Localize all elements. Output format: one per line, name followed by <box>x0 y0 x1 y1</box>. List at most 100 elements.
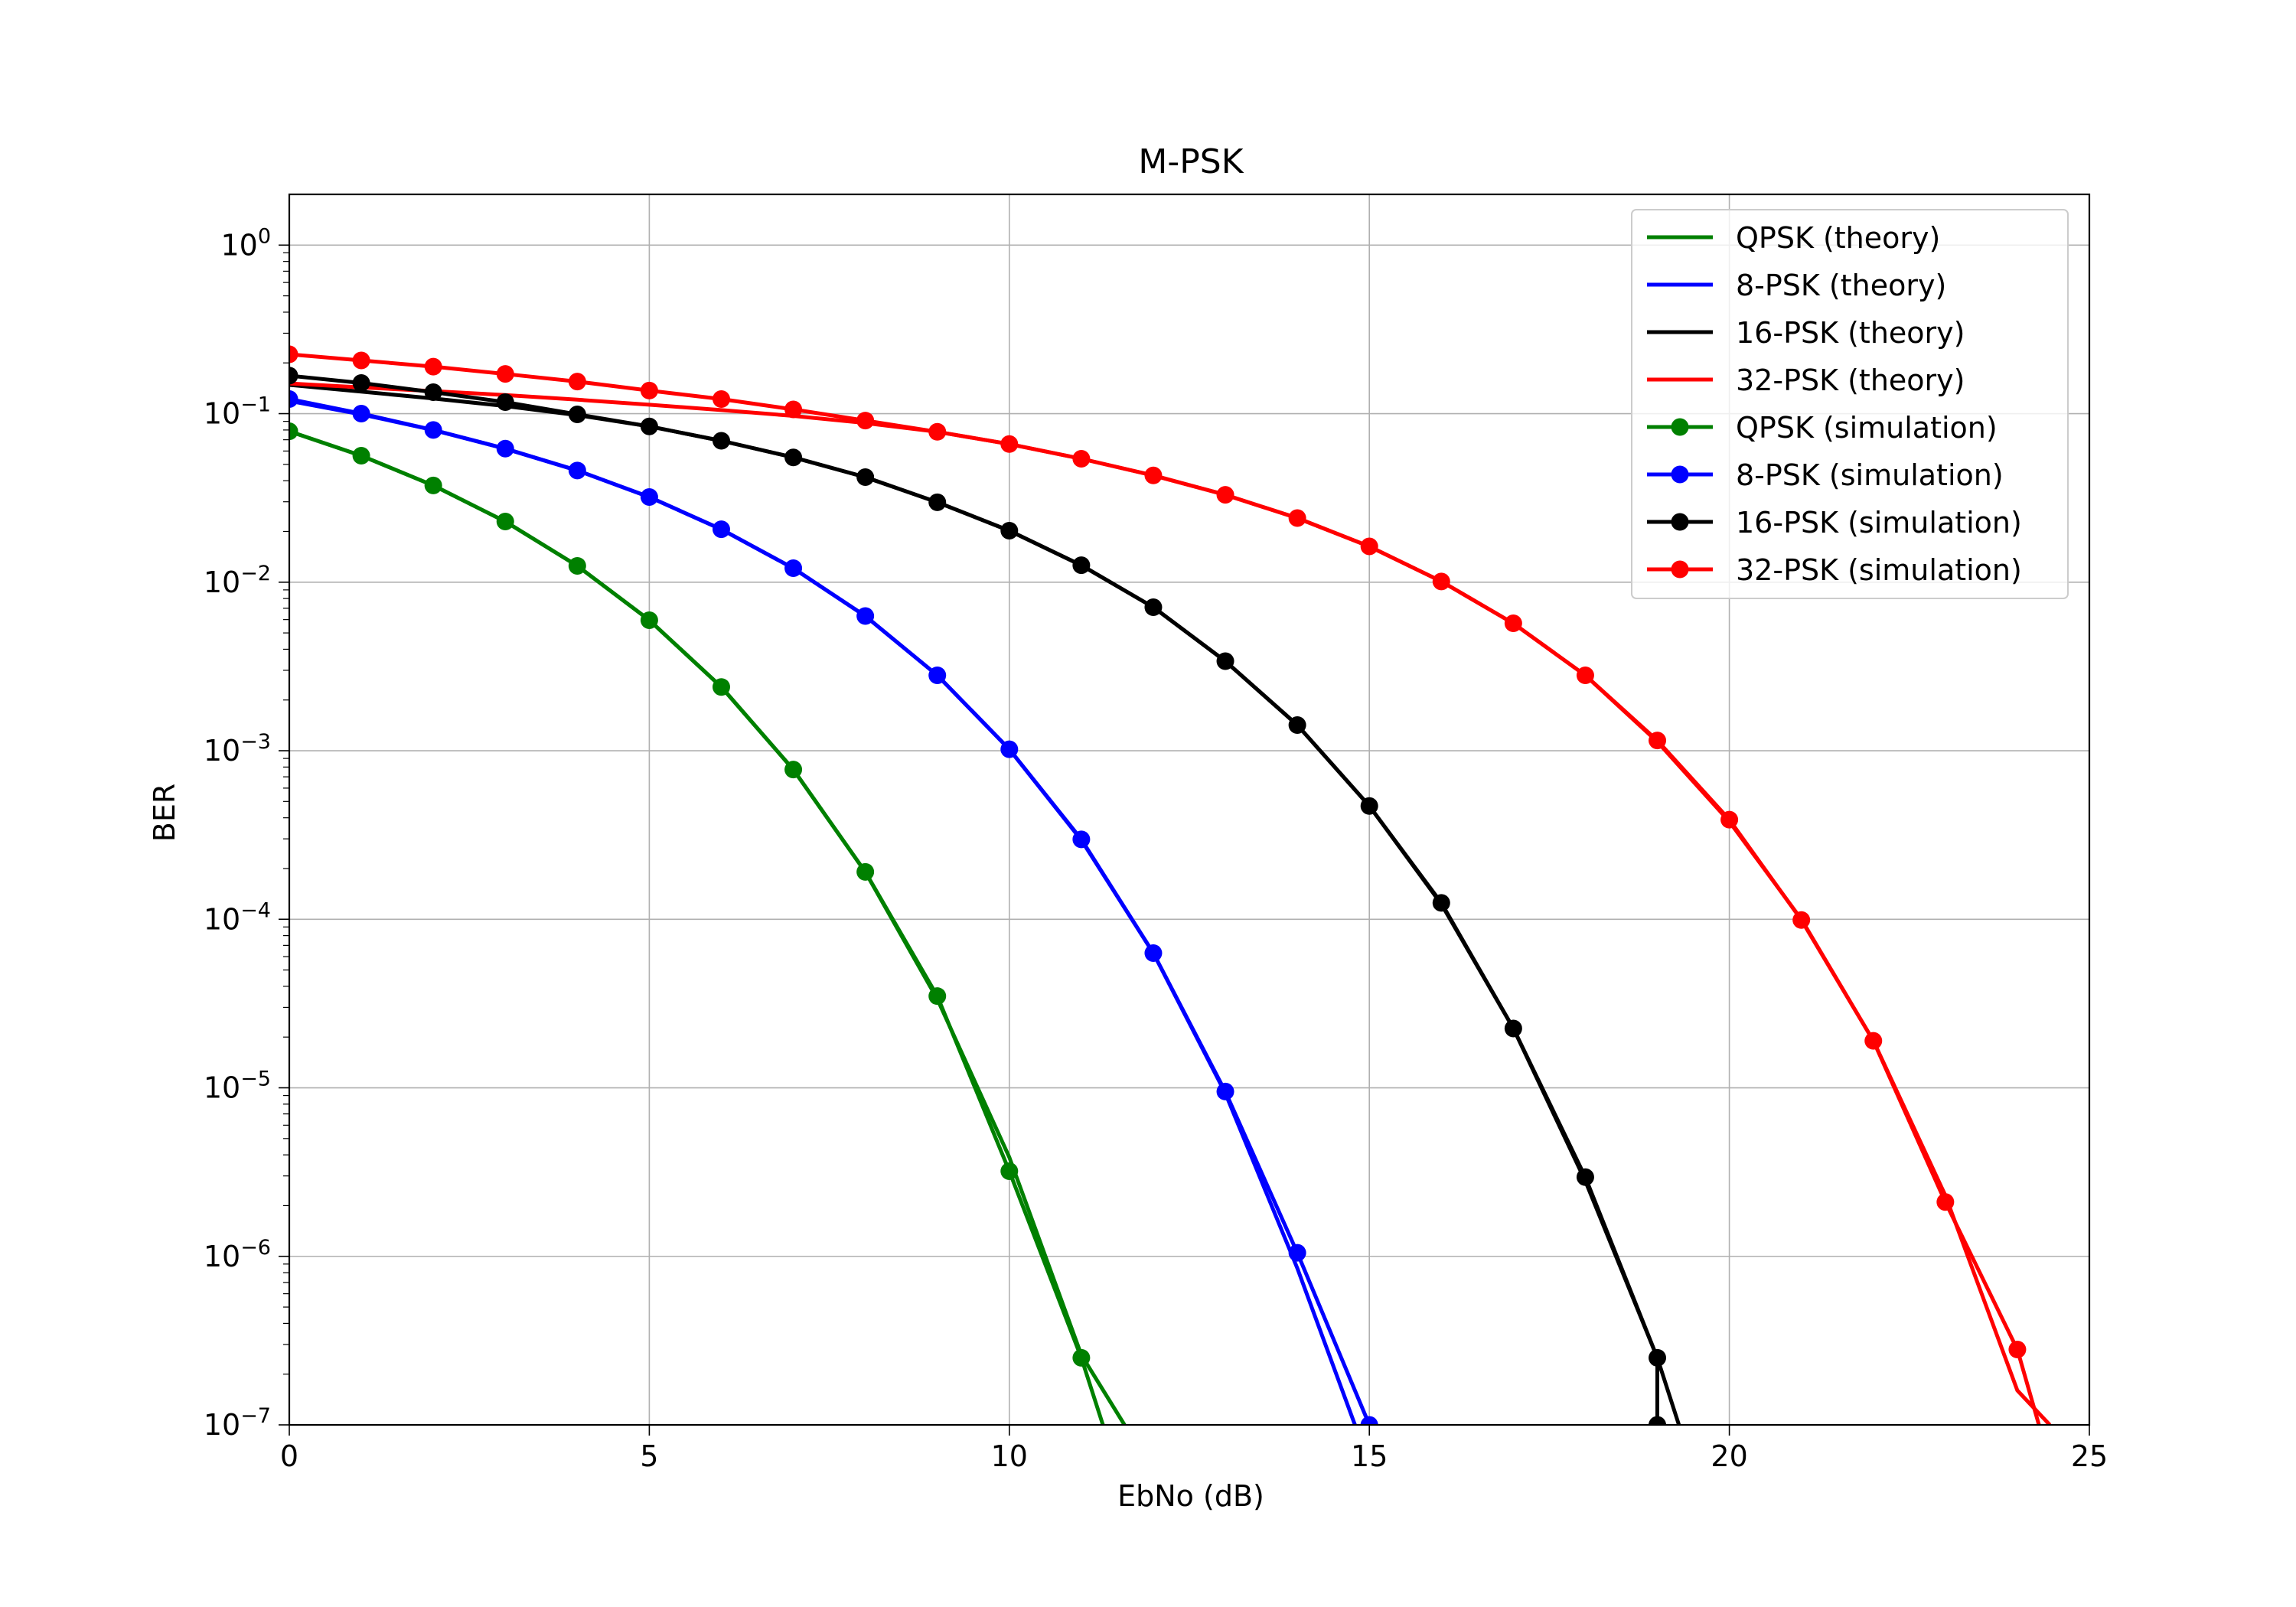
data-point <box>1649 1416 1667 1425</box>
data-point <box>928 493 947 511</box>
data-point <box>1288 509 1306 527</box>
data-point <box>1360 797 1378 815</box>
legend-marker <box>1671 465 1689 484</box>
data-point <box>424 383 442 402</box>
data-point <box>568 461 586 480</box>
data-point <box>640 611 658 629</box>
data-point <box>1792 911 1811 929</box>
data-point <box>1576 667 1594 685</box>
data-point <box>1288 1244 1306 1262</box>
legend-label: 32-PSK (simulation) <box>1736 553 2022 587</box>
legend-box <box>1631 209 2069 599</box>
legend-label: 8-PSK (theory) <box>1736 269 1946 302</box>
axes-frame <box>288 193 2091 1426</box>
data-point <box>784 559 803 578</box>
legend-label: 16-PSK (theory) <box>1736 316 1965 350</box>
data-point <box>1000 740 1019 758</box>
data-point <box>856 468 875 487</box>
legend-label: QPSK (theory) <box>1736 221 1940 255</box>
data-point <box>1072 1348 1091 1367</box>
data-point <box>289 422 298 441</box>
chart-title: M-PSK <box>1138 142 1244 181</box>
data-point <box>1000 1162 1019 1181</box>
x-tick-label: 5 <box>640 1439 658 1473</box>
data-point <box>1432 894 1450 912</box>
data-point <box>1144 944 1163 962</box>
data-point <box>1720 810 1739 829</box>
data-point <box>1072 556 1091 575</box>
data-point <box>289 390 298 409</box>
data-point <box>1649 732 1667 750</box>
data-point <box>1216 652 1234 670</box>
data-point <box>424 357 442 376</box>
y-tick-exponent: −7 <box>240 1404 271 1428</box>
data-point <box>640 488 658 507</box>
data-point <box>352 373 370 392</box>
data-point <box>712 520 730 539</box>
data-point <box>496 439 514 458</box>
data-point <box>856 412 875 430</box>
data-point <box>1216 1082 1234 1100</box>
data-point <box>1000 522 1019 540</box>
data-point <box>1072 830 1091 849</box>
x-axis-label: EbNo (dB) <box>1117 1479 1264 1513</box>
data-point <box>352 405 370 423</box>
data-point <box>640 381 658 399</box>
data-point <box>496 365 514 383</box>
data-point <box>784 761 803 779</box>
plot-area <box>289 345 2052 1425</box>
data-point <box>568 406 586 424</box>
data-point <box>928 667 947 685</box>
x-tick-label: 0 <box>280 1439 298 1473</box>
y-tick-label: 10−6 <box>204 1236 271 1273</box>
data-point <box>289 367 298 385</box>
data-point <box>352 351 370 370</box>
legend-label: 8-PSK (simulation) <box>1736 458 2004 492</box>
y-tick-exponent: −4 <box>240 898 271 922</box>
data-point <box>1504 614 1522 633</box>
data-point <box>1649 1348 1667 1367</box>
data-point <box>1360 1416 1378 1425</box>
data-point <box>1576 1168 1594 1186</box>
x-tick-label: 25 <box>2071 1439 2108 1473</box>
data-point <box>568 556 586 575</box>
legend-label: QPSK (simulation) <box>1736 411 1998 445</box>
legend-marker <box>1671 513 1689 531</box>
data-point <box>1288 715 1306 734</box>
series-group <box>289 345 2052 1425</box>
x-tick-label: 15 <box>1351 1439 1388 1473</box>
data-point <box>784 400 803 419</box>
data-point <box>928 422 947 441</box>
y-tick-exponent: 0 <box>258 224 271 248</box>
series-line <box>289 352 2041 1425</box>
data-point <box>640 417 658 435</box>
legend-label: 32-PSK (theory) <box>1736 363 1965 397</box>
data-point <box>1144 466 1163 484</box>
legend-marker <box>1671 560 1689 579</box>
x-tick-label: 20 <box>1711 1439 1747 1473</box>
data-point <box>1360 537 1378 556</box>
data-point <box>1144 598 1163 617</box>
data-point <box>1072 449 1091 468</box>
data-point <box>1000 435 1019 453</box>
legend: QPSK (theory) 8-PSK (theory) 16-PSK (theor… <box>1631 209 2069 599</box>
data-point <box>496 393 514 412</box>
legend-label: 16-PSK (simulation) <box>1736 506 2022 539</box>
legend-marker <box>1671 418 1689 436</box>
data-point <box>712 390 730 409</box>
data-point <box>1504 1019 1522 1038</box>
data-point <box>712 432 730 450</box>
series-line <box>289 397 1371 1425</box>
y-tick-label: 10−7 <box>204 1404 271 1442</box>
data-point <box>928 987 947 1006</box>
data-point <box>424 476 442 494</box>
data-point <box>856 862 875 881</box>
data-point <box>1216 486 1234 504</box>
data-point <box>1936 1193 1955 1211</box>
y-tick-exponent: −5 <box>240 1068 271 1091</box>
data-point <box>1432 572 1450 591</box>
y-tick-exponent: −1 <box>240 393 271 417</box>
data-point <box>856 607 875 625</box>
data-point <box>1864 1032 1883 1050</box>
